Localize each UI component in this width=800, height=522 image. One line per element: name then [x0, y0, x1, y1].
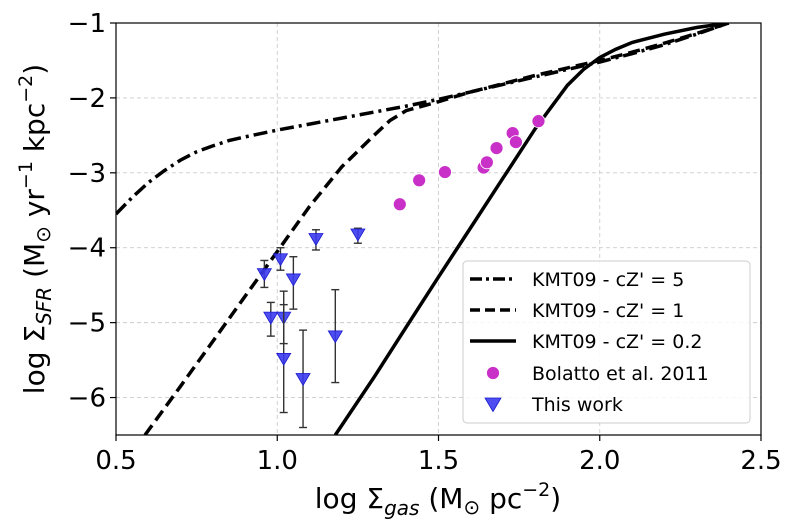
bolatto-point: [412, 173, 427, 188]
this-work-point: [285, 273, 302, 287]
this-work-point: [350, 228, 366, 242]
x-tick-label: 1.0: [257, 446, 298, 476]
y-tick-label: −6: [68, 384, 106, 414]
legend-swatch: [486, 366, 500, 380]
this-work-point: [256, 268, 273, 282]
this-work-point: [327, 330, 343, 344]
y-tick-label: −5: [68, 309, 106, 339]
this-work-point: [272, 253, 289, 267]
legend-label: KMT09 - cZ' = 1: [532, 300, 684, 322]
series-line-2: [333, 23, 730, 435]
y-tick-label: −3: [68, 159, 106, 189]
y-axis-title: log ΣSFR (M⊙ yr−1 kpc−2): [15, 64, 56, 394]
this-work-point: [276, 352, 292, 367]
legend: KMT09 - cZ' = 5 KMT09 - cZ' = 1 KMT09 - cZ…: [462, 260, 751, 424]
x-tick-label: 1.5: [418, 446, 459, 476]
this-work-point: [295, 373, 311, 387]
bolatto-point: [438, 165, 452, 179]
x-tick-label: 2.0: [579, 446, 620, 476]
legend-swatch: [484, 397, 502, 413]
bolatto-point: [509, 135, 523, 150]
this-work-point: [308, 233, 324, 247]
bolatto-point: [392, 197, 407, 212]
x-axis-title: log Σgas (M⊙ pc−2): [315, 479, 561, 520]
legend-label: Bolatto et al. 2011: [532, 363, 709, 385]
plot-area: [116, 23, 730, 435]
legend-label: KMT09 - cZ' = 0.2: [532, 331, 702, 353]
x-tick-label: 2.5: [740, 446, 781, 476]
bolatto-point: [489, 141, 504, 155]
axes-ticks: 0.5 1.0 1.5 2.0 2.5 −6 −5 −4 −3 −2 −1: [68, 9, 782, 476]
legend-box: [462, 260, 751, 424]
y-tick-label: −2: [68, 84, 106, 114]
series-line-1: [143, 23, 730, 435]
x-tick-label: 0.5: [95, 446, 136, 476]
legend-label: This work: [531, 394, 623, 416]
y-tick-label: −1: [68, 9, 106, 39]
legend-label: KMT09 - cZ' = 5: [532, 269, 684, 291]
y-tick-label: −4: [68, 234, 106, 264]
bolatto-point: [531, 114, 546, 129]
bolatto-point: [479, 155, 494, 170]
this-work-point: [263, 311, 279, 325]
